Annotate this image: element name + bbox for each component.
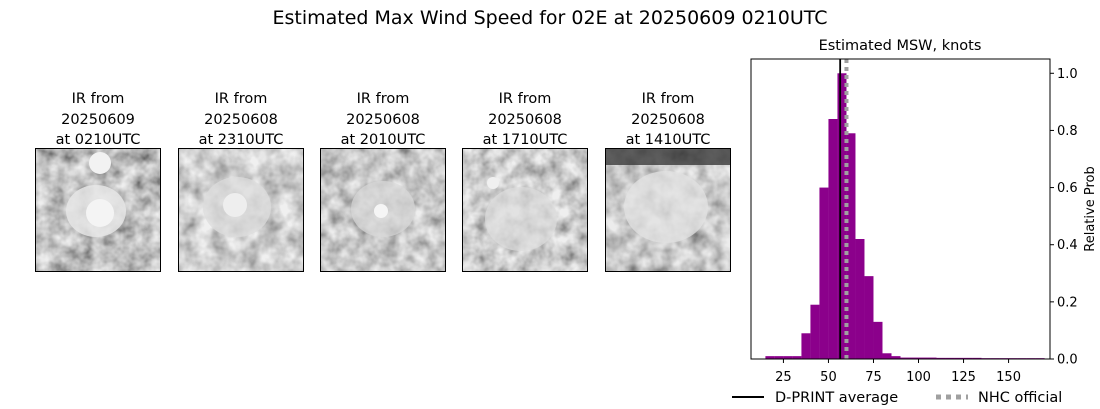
ir-satellite-image — [320, 148, 446, 272]
ir-panel-title: IR from 20250609 at 0210UTC — [35, 89, 161, 148]
x-tick-label: 75 — [865, 370, 882, 385]
ir-panel-title-date: 20250608 — [488, 111, 562, 128]
y-tick-label: 0.0 — [1057, 353, 1078, 368]
ir-panel-title: IR from 20250608 at 2310UTC — [178, 89, 304, 148]
ir-panel-title-time: at 0210UTC — [55, 132, 141, 148]
histogram-bar — [909, 357, 919, 359]
y-tick-label: 0.2 — [1057, 295, 1078, 310]
histogram-bar — [792, 356, 802, 359]
histogram-bar — [918, 357, 928, 359]
ir-panel-title: IR from 20250608 at 1710UTC — [462, 89, 588, 148]
ir-panel-title-time: at 1710UTC — [482, 132, 568, 148]
histogram-bar — [864, 276, 874, 359]
ir-panel-title-line: IR from — [214, 91, 268, 107]
histogram-bar — [846, 133, 856, 359]
ir-panel-title-time: at 1410UTC — [625, 132, 711, 148]
y-tick-label: 0.6 — [1057, 181, 1078, 196]
x-tick-label: 100 — [906, 370, 931, 385]
x-tick-label: 125 — [951, 370, 976, 385]
ir-panel-title-line: IR from — [641, 91, 695, 107]
ir-panel-title: IR from 20250608 at 2010UTC — [320, 89, 446, 148]
ir-panel-3: IR from 20250608 at 2010UTC — [320, 89, 446, 272]
x-tick-label: 150 — [996, 370, 1021, 385]
legend-label-dprint: D-PRINT average — [775, 390, 898, 406]
ir-panel-title-date: 20250608 — [346, 111, 420, 128]
figure-title: Estimated Max Wind Speed for 02E at 2025… — [272, 7, 828, 29]
ir-panel-1: IR from 20250609 at 0210UTC — [35, 89, 161, 272]
y-axis-label: Relative Prob — [1083, 166, 1098, 251]
x-tick-label: 25 — [775, 370, 792, 385]
ir-panel-5: IR from 20250608 at 1410UTC — [605, 89, 731, 272]
histogram-bar — [945, 357, 955, 359]
histogram-bar — [900, 357, 910, 359]
ir-satellite-image — [605, 148, 731, 272]
ir-panel-title-date: 20250608 — [204, 111, 278, 128]
histogram-bar — [774, 356, 784, 359]
ir-panel-title-date: 20250608 — [631, 111, 705, 128]
ir-panel-title-time: at 2310UTC — [198, 132, 284, 148]
histogram-bar — [873, 321, 883, 359]
ir-panel-4: IR from 20250608 at 1710UTC — [462, 89, 588, 272]
histogram-bar — [765, 356, 775, 359]
histogram-bar — [828, 119, 838, 359]
histogram-bar — [837, 73, 847, 360]
legend-label-nhc: NHC official — [978, 390, 1062, 406]
histogram-bar — [927, 357, 937, 359]
ir-panel-title-line: IR from — [356, 91, 410, 107]
ir-panel-2: IR from 20250608 at 2310UTC — [178, 89, 304, 272]
histogram-bar — [801, 333, 811, 359]
ir-satellite-image — [462, 148, 588, 272]
ir-panel-title-time: at 2010UTC — [340, 132, 426, 148]
histogram-bar — [819, 187, 829, 359]
ir-panel-title: IR from 20250608 at 1410UTC — [605, 89, 731, 148]
histogram-bar — [936, 357, 946, 359]
x-tick-label: 50 — [820, 370, 837, 385]
histogram-bar — [783, 356, 793, 359]
histogram-bar — [882, 353, 892, 359]
histogram-bar — [810, 304, 820, 359]
ir-panel-title-date: 20250609 — [61, 111, 135, 128]
ir-panel-title-line: IR from — [71, 91, 125, 107]
y-tick-label: 1.0 — [1057, 67, 1078, 82]
histogram-bar — [972, 357, 982, 359]
ir-satellite-image — [35, 148, 161, 272]
histogram-bar — [954, 357, 964, 359]
histogram-bar — [891, 356, 901, 359]
histogram-bar — [855, 239, 865, 359]
y-tick-label: 0.8 — [1057, 124, 1078, 139]
y-tick-label: 0.4 — [1057, 238, 1078, 253]
chart-title: Estimated MSW, knots — [819, 38, 982, 54]
histogram-bar — [963, 357, 973, 359]
ir-panel-title-line: IR from — [498, 91, 552, 107]
ir-satellite-image — [178, 148, 304, 272]
plot-frame — [750, 58, 1051, 360]
